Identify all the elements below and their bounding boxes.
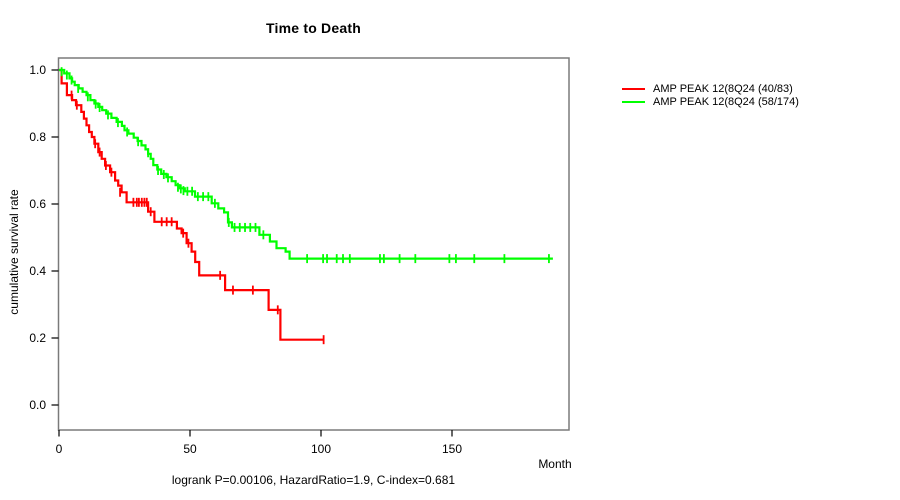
legend-label-green: AMP PEAK 12(8Q24 (58/174) [653,95,799,108]
censor-ticks-series-0 [70,90,325,345]
y-tick-label: 0.2 [29,331,46,345]
x-tick-label: 50 [183,442,197,456]
legend-label-red: AMP PEAK 12(8Q24 (40/83) [653,82,793,95]
legend: AMP PEAK 12(8Q24 (40/83) AMP PEAK 12(8Q2… [622,82,799,108]
stats-footnote: logrank P=0.00106, HazardRatio=1.9, C-in… [171,473,456,487]
x-tick-label: 100 [310,442,332,456]
legend-item-red: AMP PEAK 12(8Q24 (40/83) [622,82,799,95]
x-tick-label: 0 [55,442,63,456]
km-curve-series-0 [59,68,324,341]
y-tick-label: 0.6 [29,197,46,211]
plot-box [57,57,570,431]
y-tick-label: 1.0 [29,63,46,77]
legend-line-swatch-green [622,100,645,103]
y-tick-label: 0.4 [29,264,46,278]
legend-item-green: AMP PEAK 12(8Q24 (58/174) [622,95,799,108]
x-axis-unit-label: Month [538,457,572,471]
legend-line-swatch-red [622,87,645,90]
chart-title: Time to Death [266,20,361,36]
km-curve-series-1 [59,68,553,260]
y-tick-label: 0.0 [29,398,46,412]
y-tick-label: 0.8 [29,130,46,144]
censor-ticks-series-1 [60,67,550,264]
x-tick-label: 150 [441,442,463,456]
